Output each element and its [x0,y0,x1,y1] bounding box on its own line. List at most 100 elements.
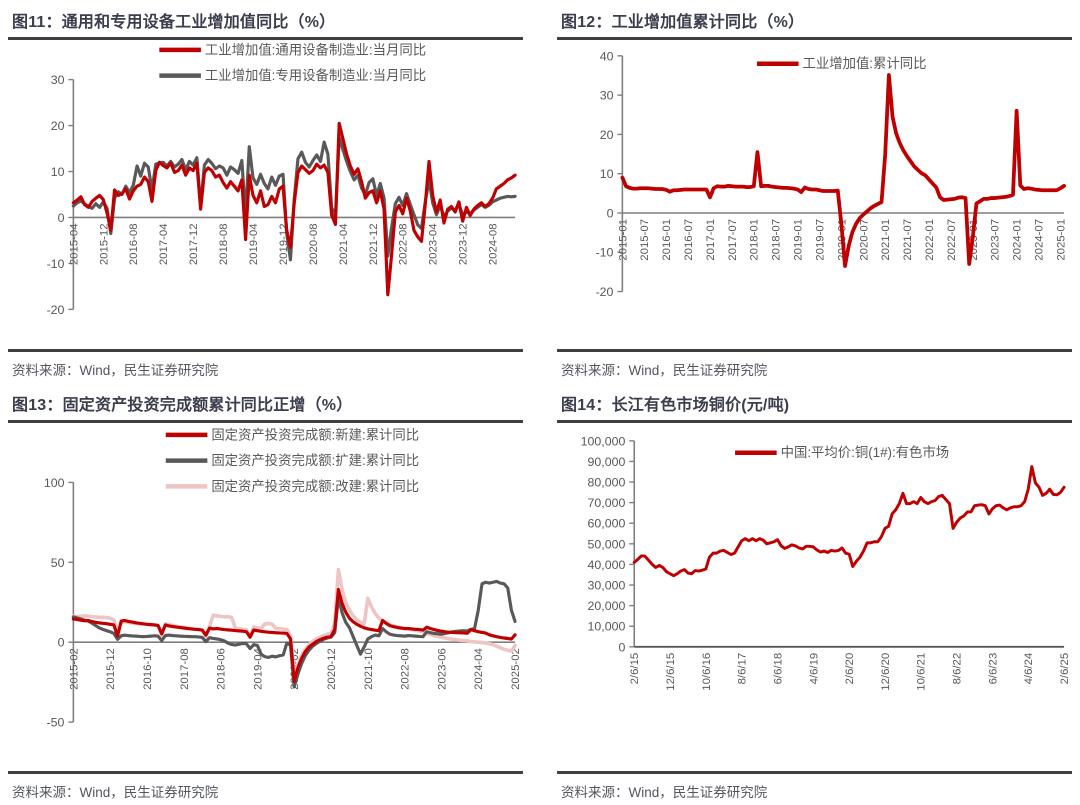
chart-area-fig13: 100 50 0 -50 2015-02 2015-12 2016-10 2017-08 201… [8,423,523,771]
x-tick-label: 2018-08 [218,223,230,265]
x-tick-label: 8/6/22 [952,652,964,684]
x-tick-label: 2022-08 [398,223,410,265]
y-axis: 30 20 10 0 -10 -20 [47,73,75,317]
chart-panel-fig11: 图11：通用和专用设备工业增加值同比（%） 30 20 10 0 -10 -20 2015-… [8,6,523,379]
x-tick-label: 2020-07 [858,219,870,261]
y-tick-label: 100,000 [581,434,626,448]
x-tick-label: 2021-12 [368,223,380,265]
x-tick-label: 2021-01 [880,219,892,261]
y-tick-label: 10,000 [588,619,626,633]
x-tick-label: 2024-07 [1033,219,1045,261]
x-tick-label: 2016-07 [683,219,695,261]
y-tick-label: 0 [58,211,65,225]
chart-title-fig13: 图13：固定资产投资完成额累计同比正增（%） [12,396,353,414]
series-line-0 [632,464,1066,577]
line-chart-fig11: 30 20 10 0 -10 -20 2015-04 2015-12 2016-08 2017-0… [47,41,517,317]
y-tick-label: 70,000 [588,496,626,510]
x-tick-label: 2/6/15 [629,652,641,684]
x-tick-label: 2016-08 [128,223,140,265]
x-tick-label: 2023-04 [428,223,440,265]
x-tick-label: 2015-02 [68,648,80,690]
legend-label: 工业增加值:累计同比 [803,56,927,71]
x-tick-label: 2015-01 [617,219,629,261]
x-tick-label: 2018-01 [749,219,761,261]
x-tick-label: 2/6/20 [844,652,856,684]
x-tick-label: 4/6/24 [1023,652,1035,684]
y-axis: 100 50 0 -50 [44,476,75,729]
x-tick-label: 2021-07 [902,219,914,261]
x-tick-label: 2022-07 [946,219,958,261]
chart-panel-fig14: 图14：长江有色市场铜价(元/吨) 100,000 90,000 80,000 70,… [557,389,1072,801]
y-tick-label: 30 [51,73,65,87]
x-axis-labels: 2/6/15 12/6/15 10/6/16 8/6/17 6/6/18 4/6/19 2/… [629,652,1071,690]
x-tick-label: 2016-10 [142,648,154,690]
x-tick-label: 6/6/18 [772,652,784,684]
x-axis-labels: 2015-01 2015-07 2016-01 2016-07 2017-01 2017-… [617,219,1067,261]
chart-area-fig12: 40 30 20 10 0 -10 -20 2015-01 2015-07 2016-01 2016… [557,40,1072,349]
title-underline [557,419,1072,423]
x-axis-labels: 2015-04 2015-12 2016-08 2017-04 2017-12 2018-… [68,223,499,265]
y-tick-label: 30,000 [588,578,626,592]
y-tick-label: 80,000 [588,475,626,489]
x-tick-label: 2017-12 [188,223,200,265]
chart-title-fig14: 图14：长江有色市场铜价(元/吨) [561,396,790,414]
legend: 固定资产投资完成额:新建:累计同比固定资产投资完成额:扩建:累计同比固定资产投资… [165,427,419,494]
legend-label: 固定资产投资完成额:扩建:累计同比 [211,453,419,468]
y-tick-label: -20 [47,303,65,317]
chart-area-fig14: 100,000 90,000 80,000 70,000 60,000 50,000 40,… [557,423,1072,771]
y-tick-label: 20 [600,128,614,142]
y-tick-label: 30 [600,89,614,103]
y-tick-label: 10 [600,167,614,181]
x-tick-label: 2021-10 [363,648,375,690]
source-note-fig11: 资料来源：Wind，民生证券研究院 [8,348,523,379]
x-tick-label: 2020-12 [326,648,338,690]
line-chart-fig12: 40 30 20 10 0 -10 -20 2015-01 2015-07 2016-01 2016… [596,49,1068,299]
y-tick-label: 40 [600,49,614,63]
x-tick-label: 2015-04 [68,223,80,265]
x-tick-label: 2017-08 [179,648,191,690]
x-tick-label: 2024-01 [1012,219,1024,261]
y-axis: 100,000 90,000 80,000 70,000 60,000 50,000 40,… [581,434,636,654]
x-tick-label: 2019-01 [793,219,805,261]
x-tick-label: 10/6/21 [916,652,928,690]
source-note-fig14: 资料来源：Wind，民生证券研究院 [557,771,1072,801]
legend-label: 中国:平均价:铜(1#):有色市场 [781,444,950,460]
series-line-1 [71,579,517,689]
y-tick-label: 60,000 [588,516,626,530]
x-tick-label: 2015-07 [639,219,651,261]
y-tick-label: 10 [51,165,65,179]
x-tick-label: 2022-01 [924,219,936,261]
x-tick-label: 2022-08 [400,648,412,690]
x-tick-label: 2019-04 [248,223,260,265]
legend-label: 固定资产投资完成额:新建:累计同比 [211,427,419,442]
y-tick-label: 90,000 [588,455,626,469]
x-tick-label: 2024-08 [488,223,500,265]
chart-title-fig12: 图12：工业增加值累计同比（%） [561,14,805,31]
x-tick-label: 2023-07 [990,219,1002,261]
x-tick-label: 2018-06 [216,648,228,690]
y-tick-label: 20 [51,119,65,133]
x-tick-label: 2024-04 [473,648,485,690]
x-tick-label: 2017-07 [727,219,739,261]
y-tick-label: 100 [44,476,65,490]
chart-panel-fig12: 图12：工业增加值累计同比（%） 40 30 20 10 0 -10 -20 2015-01 2… [557,6,1072,379]
x-tick-label: 2023-06 [436,648,448,690]
chart-panel-fig13: 图13：固定资产投资完成额累计同比正增（%） 100 50 0 -50 2015-02 2… [8,389,523,801]
y-tick-label: 50 [51,555,65,569]
title-underline [557,37,1072,40]
legend-label: 工业增加值:专用设备制造业:当月同比 [205,67,426,83]
y-axis: 40 30 20 10 0 -10 -20 [596,49,624,299]
legend-label: 工业增加值:通用设备制造业:当月同比 [205,41,426,57]
x-tick-label: 2021-04 [338,223,350,265]
x-tick-label: 2025-01 [1055,219,1067,261]
x-tick-label: 2025-02 [510,648,522,690]
x-axis-labels: 2015-02 2015-12 2016-10 2017-08 2018-06 2019-… [68,648,522,690]
line-chart-fig14: 100,000 90,000 80,000 70,000 60,000 50,000 40,… [581,434,1071,690]
y-tick-label: -10 [596,246,614,260]
x-tick-label: 2015-12 [105,648,117,690]
series-line-0 [71,587,517,683]
x-tick-label: 2018-07 [771,219,783,261]
source-note-fig12: 资料来源：Wind，民生证券研究院 [557,348,1072,379]
